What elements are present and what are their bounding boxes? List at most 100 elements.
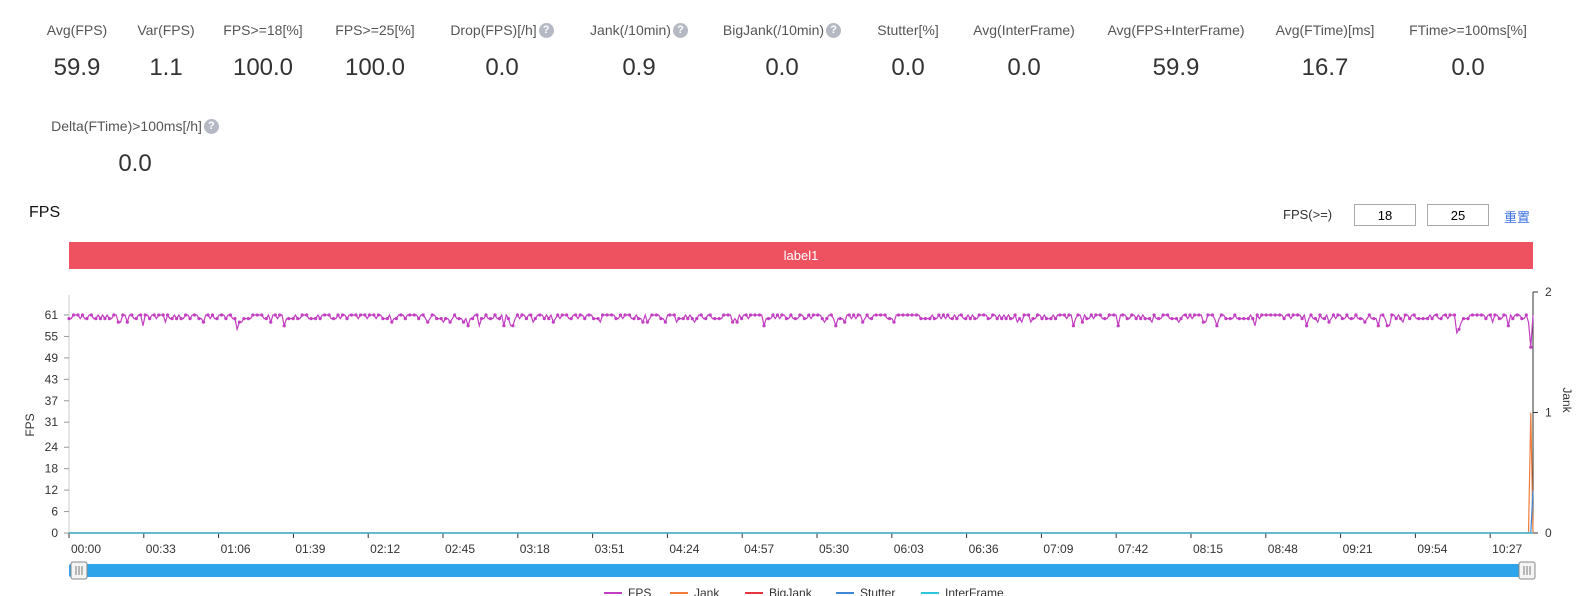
- fps-point: [632, 317, 636, 321]
- fps-point: [740, 317, 744, 321]
- legend-item-interframe[interactable]: InterFrame: [921, 586, 1004, 596]
- help-icon[interactable]: ?: [672, 22, 688, 38]
- fps-point: [1174, 317, 1179, 321]
- fps-point: [1027, 313, 1031, 317]
- fps-point: [1224, 317, 1228, 321]
- stutter-series-line: [69, 490, 1534, 534]
- legend-item-fps[interactable]: FPS: [604, 586, 651, 596]
- legend-item-stutter[interactable]: Stutter: [836, 586, 895, 596]
- fps-point: [1435, 313, 1439, 317]
- fps-point: [1354, 313, 1358, 317]
- y-left-tick-label: 6: [51, 505, 58, 519]
- fps-point: [1071, 324, 1075, 328]
- fps-point: [1457, 327, 1461, 331]
- fps-point: [1049, 317, 1053, 321]
- fps-point: [914, 313, 919, 317]
- fps-threshold-1-input[interactable]: [1354, 204, 1416, 226]
- fps-point: [744, 313, 748, 317]
- fps-point: [98, 317, 102, 321]
- x-tick-label: 06:36: [969, 542, 999, 556]
- fps-point: [1475, 313, 1479, 317]
- fps-point: [1488, 313, 1492, 317]
- fps-point: [565, 313, 569, 317]
- fps-point: [291, 317, 295, 321]
- fps-point: [1511, 317, 1515, 321]
- y-right-tick-label: 2: [1545, 285, 1552, 299]
- zoom-slider-track[interactable]: [69, 564, 1533, 577]
- fps-point: [1412, 313, 1416, 317]
- fps-point: [1031, 317, 1035, 321]
- metric-value: 0.9: [622, 54, 656, 81]
- fps-point: [542, 317, 546, 321]
- fps-point: [1529, 345, 1533, 349]
- fps-point: [1013, 313, 1017, 317]
- metric-value: 59.9: [53, 54, 101, 81]
- help-icon[interactable]: ?: [826, 22, 842, 38]
- fps-point: [161, 313, 165, 317]
- fps-point: [1515, 313, 1519, 317]
- x-tick-label: 03:18: [520, 542, 550, 556]
- fps-point: [1112, 313, 1116, 317]
- fps-point: [1107, 313, 1111, 317]
- fps-point: [367, 313, 371, 317]
- fps-point: [1466, 317, 1470, 321]
- fps-point: [67, 317, 71, 321]
- y-left-tick-label: 37: [45, 394, 59, 408]
- fps-point: [327, 313, 331, 317]
- fps-point: [287, 317, 291, 321]
- fps-point: [587, 313, 591, 317]
- y-left-tick-label: 0: [51, 526, 58, 540]
- fps-point: [950, 317, 954, 321]
- fps-point: [726, 313, 730, 317]
- metric-card: Delta(FTime)>100ms[/h]? 0.0: [25, 118, 245, 178]
- y-left-tick-label: 12: [45, 483, 59, 497]
- fps-point: [645, 320, 650, 324]
- fps-point: [444, 317, 448, 321]
- fps-point: [1255, 313, 1259, 317]
- fps-point: [717, 317, 721, 321]
- fps-point: [520, 313, 524, 317]
- fps-point: [237, 320, 241, 324]
- jank-series-line: [69, 412, 1534, 534]
- fps-point: [1470, 313, 1475, 317]
- help-icon[interactable]: ?: [203, 118, 219, 134]
- legend-item-jank[interactable]: Jank: [670, 586, 720, 596]
- fps-point: [1403, 313, 1407, 317]
- metric-label: BigJank(/10min): [722, 22, 825, 38]
- legend-label: FPS: [628, 586, 651, 596]
- metric-label: Drop(FPS)[/h]: [450, 22, 537, 38]
- fps-point: [157, 313, 161, 317]
- fps-point: [1305, 324, 1309, 328]
- fps-point: [861, 320, 865, 324]
- metric-value: 59.9: [1152, 54, 1200, 81]
- fps-point: [1493, 313, 1497, 317]
- metric-card: Var(FPS) 1.1: [56, 22, 276, 82]
- legend-item-bigjank[interactable]: BigJank: [745, 586, 813, 596]
- fps-point: [708, 313, 712, 317]
- fps-threshold-2-input[interactable]: [1427, 204, 1489, 226]
- label-bar[interactable]: label1: [69, 242, 1533, 269]
- fps-point: [601, 313, 605, 317]
- fps-point: [982, 313, 986, 317]
- metric-value: 0.0: [118, 150, 152, 177]
- help-icon[interactable]: ?: [538, 22, 554, 38]
- reset-link[interactable]: 重置: [1504, 210, 1531, 225]
- fps-point: [305, 313, 309, 317]
- fps-point: [1309, 313, 1313, 317]
- fps-point: [704, 317, 708, 321]
- y-right-tick-label: 0: [1545, 526, 1552, 540]
- fps-point: [116, 320, 120, 324]
- fps-point: [264, 317, 268, 321]
- fps-point: [1143, 317, 1147, 321]
- fps-point: [807, 313, 811, 317]
- fps-point: [219, 313, 224, 317]
- fps-point: [497, 317, 502, 321]
- x-tick-label: 06:03: [894, 542, 924, 556]
- fps-point: [1327, 320, 1331, 324]
- fps-point: [282, 324, 286, 328]
- fps-point: [690, 317, 694, 321]
- fps-point: [574, 313, 578, 317]
- fps-point: [1376, 324, 1380, 328]
- metric-label: Jank(/10min): [590, 22, 671, 38]
